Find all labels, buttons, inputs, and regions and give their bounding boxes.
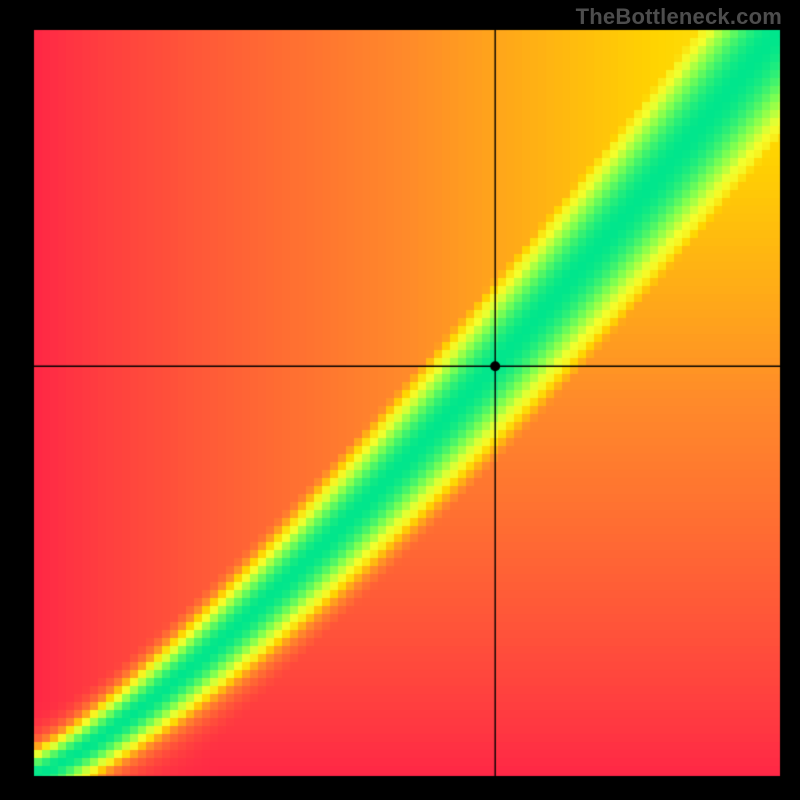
watermark-text: TheBottleneck.com [576, 4, 782, 30]
bottleneck-heatmap [0, 0, 800, 800]
